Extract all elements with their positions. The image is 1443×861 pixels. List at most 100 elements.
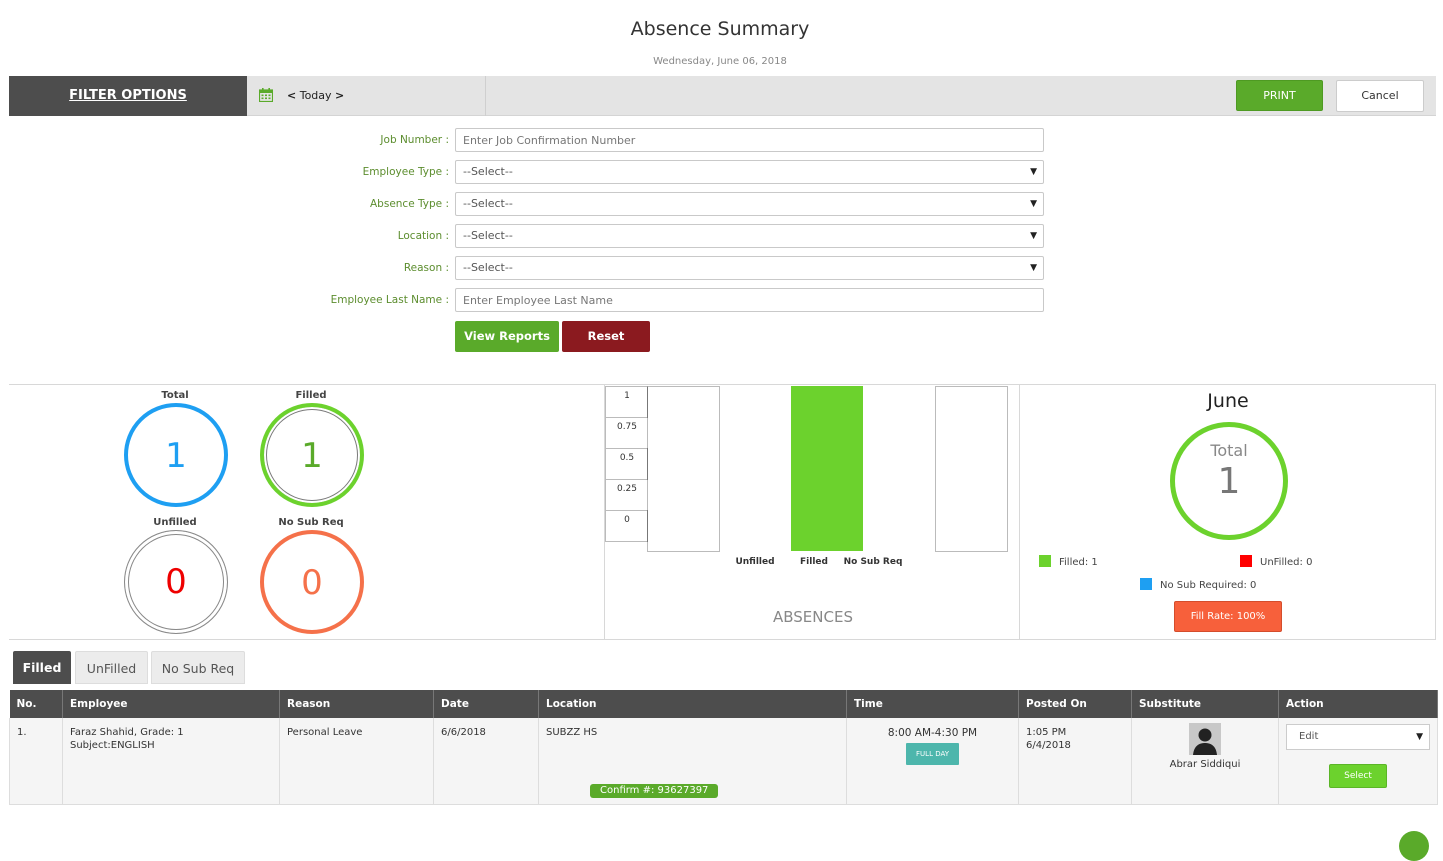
table-header-row: No. Employee Reason Date Location Time P…	[9, 690, 1438, 718]
x-tick-label: No Sub Req	[844, 557, 903, 567]
cell-action: Edit ▼ Select	[1278, 718, 1438, 805]
job-number-row: Job Number :	[9, 128, 1059, 152]
total-value: 1	[165, 436, 187, 476]
print-button[interactable]: PRINT	[1236, 80, 1323, 111]
action-select-value: Edit	[1299, 731, 1319, 742]
legend-unfilled-text: UnFilled: 0	[1260, 557, 1313, 568]
legend-nosub-swatch	[1140, 578, 1152, 590]
reason-select[interactable]: --Select-- ▼	[455, 256, 1044, 280]
filled-value: 1	[301, 436, 323, 476]
stats-panel	[9, 384, 1436, 640]
col-no: No.	[9, 690, 63, 718]
select-button[interactable]: Select	[1329, 764, 1387, 788]
cell-date: 6/6/2018	[433, 718, 539, 805]
job-number-input[interactable]	[455, 128, 1044, 152]
reason-label: Reason :	[403, 262, 449, 274]
legend-nosub-text: No Sub Required: 0	[1160, 580, 1257, 591]
absences-bar-chart: 1 0.75 0.5 0.25 0 Unfilled Filled No Sub Req ABS…	[605, 386, 1008, 626]
x-tick-label: Unfilled	[735, 557, 774, 567]
col-location: Location	[538, 690, 847, 718]
unfilled-circle: 0	[124, 530, 228, 634]
job-number-label: Job Number :	[380, 134, 449, 146]
absence-type-select[interactable]: --Select-- ▼	[455, 192, 1044, 216]
col-posted-on: Posted On	[1018, 690, 1132, 718]
avatar	[1189, 723, 1221, 755]
posted-time: 1:05 PM	[1026, 727, 1067, 738]
posted-date: 6/4/2018	[1026, 740, 1071, 751]
month-total-value: 1	[1217, 461, 1241, 502]
cell-substitute: Abrar Siddiqui	[1131, 718, 1279, 805]
filter-bar: FILTER OPTIONS < Today > PRINT Cancel	[9, 76, 1436, 116]
today-nav: < Today >	[287, 89, 344, 102]
employee-type-select[interactable]: --Select-- ▼	[455, 160, 1044, 184]
user-silhouette-icon	[1189, 723, 1221, 755]
absence-type-row: Absence Type : --Select-- ▼	[9, 192, 1059, 216]
nosub-label: No Sub Req	[278, 517, 344, 528]
x-tick-label: Filled	[800, 557, 828, 567]
y-tick-label: 0.25	[617, 484, 637, 494]
dropdown-arrow-icon: ▼	[1030, 167, 1037, 177]
page-title: Absence Summary	[630, 18, 810, 40]
cancel-button[interactable]: Cancel	[1336, 80, 1424, 112]
total-circle: 1	[124, 403, 228, 507]
nosub-value: 0	[301, 563, 323, 603]
chart-title: ABSENCES	[773, 608, 853, 626]
absence-table: No. Employee Reason Date Location Time P…	[9, 690, 1438, 805]
page: Absence Summary Wednesday, June 06, 2018…	[9, 0, 1443, 861]
y-tick-label: 0.5	[620, 453, 634, 463]
today-label[interactable]: Today	[299, 89, 332, 102]
legend-filled: Filled: 1	[1039, 555, 1098, 568]
last-name-row: Employee Last Name :	[9, 288, 1059, 312]
confirm-badge: Confirm #: 93627397	[590, 783, 719, 798]
absence-type-label: Absence Type :	[370, 198, 449, 210]
cell-time: 8:00 AM-4:30 PM FULL DAY	[846, 718, 1019, 805]
employee-type-row: Employee Type : --Select-- ▼	[9, 160, 1059, 184]
dropdown-arrow-icon: ▼	[1030, 199, 1037, 209]
employee-name: Faraz Shahid, Grade: 1	[70, 727, 184, 738]
tab-no-sub-req[interactable]: No Sub Req	[151, 651, 245, 684]
substitute-name: Abrar Siddiqui	[1169, 759, 1241, 770]
view-reports-button[interactable]: View Reports	[455, 321, 559, 352]
legend-filled-swatch	[1039, 555, 1051, 567]
location-text: SUBZZ HS	[546, 727, 598, 738]
calendar-icon[interactable]	[259, 88, 273, 102]
bar-filled	[791, 386, 863, 551]
absences-chart: 1 0.75 0.5 0.25 0 Unfilled Filled No Sub Req ABS…	[604, 384, 1020, 640]
employee-subject: Subject:ENGLISH	[70, 740, 155, 751]
time-range: 8:00 AM-4:30 PM	[887, 727, 978, 739]
plot-frame-segment	[935, 386, 1008, 552]
next-day-chevron-icon[interactable]: >	[335, 89, 345, 102]
fill-rate-badge: Fill Rate: 100%	[1174, 601, 1282, 632]
filled-label: Filled	[295, 390, 327, 401]
location-select[interactable]: --Select-- ▼	[455, 224, 1044, 248]
prev-day-chevron-icon[interactable]: <	[287, 89, 297, 102]
cell-no: 1.	[9, 718, 63, 805]
reset-button[interactable]: Reset	[562, 321, 650, 352]
cell-reason: Personal Leave	[279, 718, 434, 805]
employee-type-label: Employee Type :	[362, 166, 449, 178]
filled-circle: 1	[260, 403, 364, 507]
reason-row: Reason : --Select-- ▼	[9, 256, 1059, 280]
unfilled-label: Unfilled	[153, 517, 197, 528]
col-reason: Reason	[279, 690, 434, 718]
col-date: Date	[433, 690, 539, 718]
total-label: Total	[161, 390, 189, 401]
page-date: Wednesday, June 06, 2018	[653, 56, 787, 67]
tab-filled[interactable]: Filled	[13, 651, 71, 684]
last-name-input[interactable]	[455, 288, 1044, 312]
dropdown-arrow-icon: ▼	[1030, 263, 1037, 273]
dropdown-arrow-icon: ▼	[1416, 732, 1423, 742]
legend-nosub: No Sub Required: 0	[1140, 578, 1256, 591]
month-total-label: Total	[1210, 441, 1248, 460]
tab-unfilled[interactable]: UnFilled	[75, 651, 148, 684]
toolbar-divider	[485, 76, 486, 116]
col-employee: Employee	[62, 690, 280, 718]
plot-frame-segment	[647, 386, 720, 552]
scroll-top-button[interactable]	[1399, 831, 1429, 861]
location-value: --Select--	[463, 229, 513, 242]
action-select[interactable]: Edit ▼	[1286, 724, 1430, 750]
last-name-label: Employee Last Name :	[330, 294, 449, 306]
unfilled-value: 0	[165, 562, 187, 602]
cell-employee: Faraz Shahid, Grade: 1 Subject:ENGLISH	[62, 718, 280, 805]
filter-options-link[interactable]: FILTER OPTIONS	[9, 76, 247, 116]
